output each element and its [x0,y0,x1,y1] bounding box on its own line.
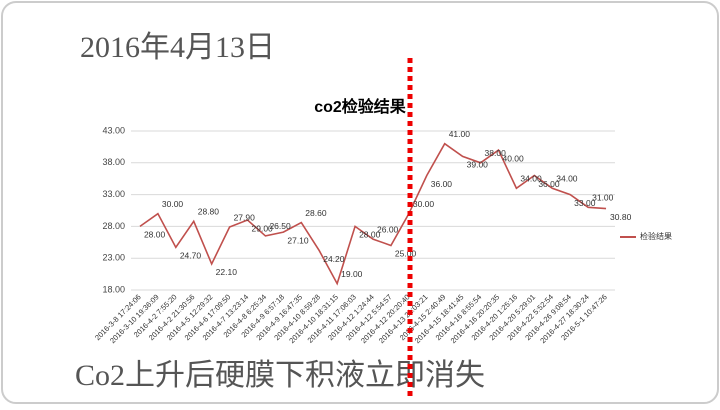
data-label: 27.90 [234,212,256,222]
data-label: 31.00 [592,193,614,203]
y-tick-label: 33.00 [102,189,125,199]
data-label: 38.00 [485,148,507,158]
data-label: 30.00 [413,199,435,209]
data-label: 34.00 [520,173,542,183]
slide-footer: Co2上升后硬膜下积液立即消失 [75,359,485,392]
series-line [139,142,607,286]
y-tick-label: 23.00 [102,253,125,263]
data-label: 26.00 [377,224,399,234]
data-label: 28.00 [144,230,166,240]
data-label: 40.00 [502,153,524,163]
data-label: 24.70 [180,251,202,261]
chart-title: co2检验结果 [314,97,406,116]
data-label: 19.00 [341,269,363,279]
data-label: 27.10 [287,235,309,245]
data-label: 28.80 [198,207,220,217]
data-label: 29.00 [252,223,274,233]
y-tick-label: 28.00 [102,221,125,231]
data-label: 33.00 [574,198,596,208]
slide-title: 2016年4月13日 [80,31,275,64]
legend-label: 检验结果 [640,231,672,241]
data-label: 25.00 [395,249,417,259]
y-tick-label: 18.00 [102,284,125,294]
data-label: 30.80 [610,212,632,222]
y-tick-label: 43.00 [102,125,125,135]
data-label: 28.60 [305,208,327,218]
data-label: 30.00 [162,199,184,209]
data-label: 36.00 [538,179,560,189]
data-label: 26.50 [269,221,291,231]
data-label: 28.00 [359,230,381,240]
data-label: 41.00 [449,129,471,139]
data-label: 24.20 [323,254,345,264]
data-label: 36.00 [431,179,453,189]
data-label: 22.10 [216,267,238,277]
data-label: 34.00 [556,173,578,183]
data-label: 39.00 [467,160,489,170]
y-tick-label: 38.00 [102,157,125,167]
